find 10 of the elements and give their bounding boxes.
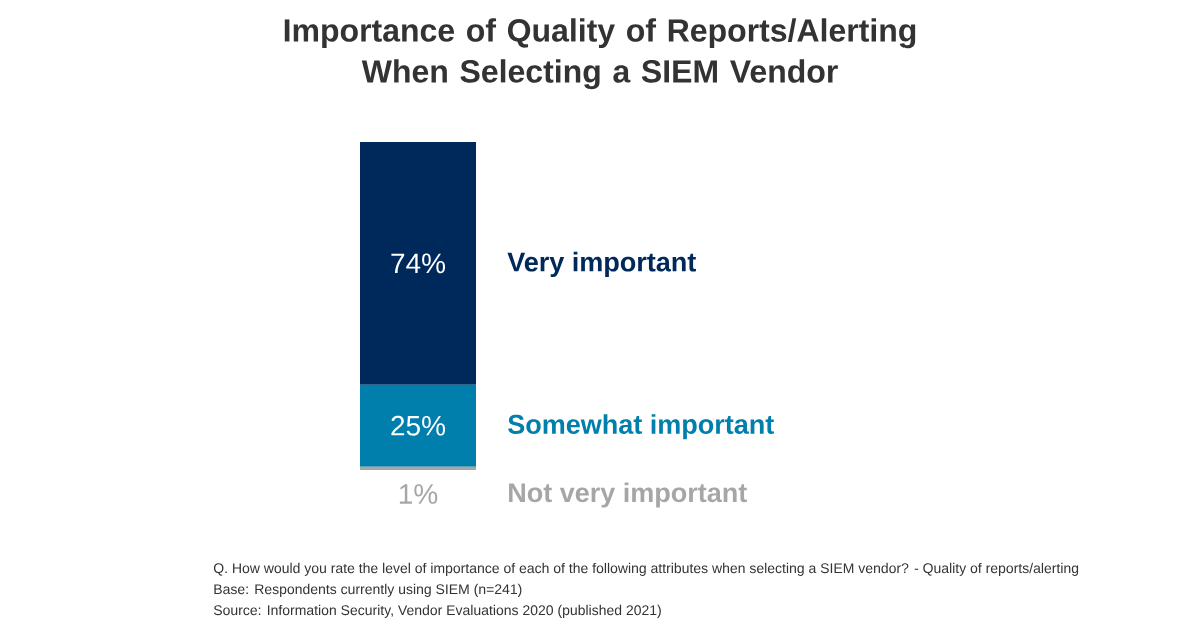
data-label: 25% xyxy=(391,415,446,436)
series-label: Somewhat important xyxy=(508,414,774,440)
text: Base: Respondents currently using SIEM (n=241) xyxy=(214,583,522,597)
data-label: 74% xyxy=(391,253,446,274)
series-label: Not very important xyxy=(509,482,747,508)
text: Q. How would you rate the level of importance of each of the following attributes when selecting a SIEM vendor? - Quality of reports/alerting xyxy=(213,562,1079,576)
series-label: Very important xyxy=(507,251,696,277)
source-note: Source: Information Security, Vendor Evaluations 2020 (published 2021) xyxy=(213,604,661,618)
text: Importance of Quality of Reports/Alerting When Selecting a SIEM Vendor xyxy=(284,18,916,90)
data-label: 1% xyxy=(399,484,438,504)
